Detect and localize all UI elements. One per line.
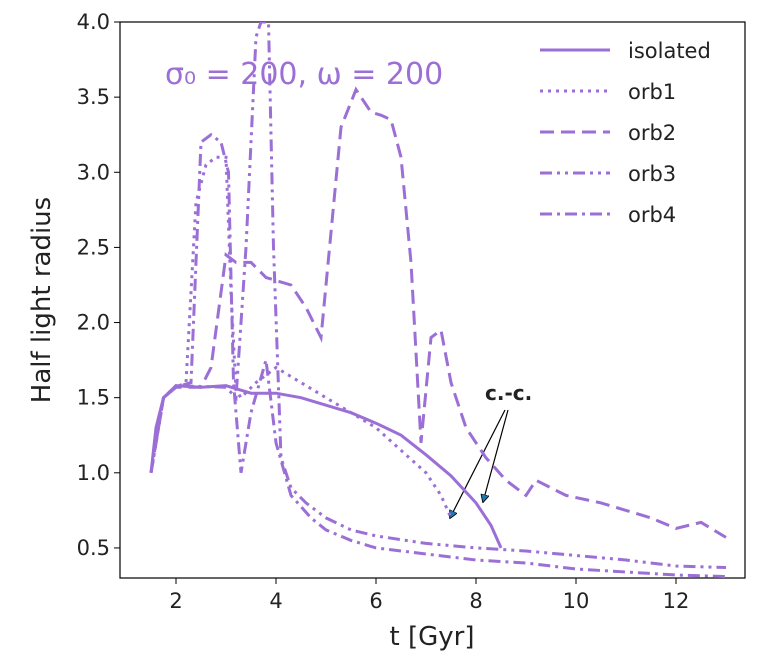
plot-frame bbox=[119, 21, 746, 579]
series-line bbox=[149, 132, 727, 578]
annotation: σ₀ = 200, ω = 200 bbox=[165, 57, 443, 92]
legend-label: orb2 bbox=[628, 121, 676, 145]
y-tick-label: 0.5 bbox=[77, 536, 110, 560]
legend-label: isolated bbox=[628, 39, 711, 63]
series-line bbox=[149, 86, 727, 539]
y-tick-label: 3.0 bbox=[77, 160, 110, 184]
legend-label: orb1 bbox=[628, 80, 676, 104]
x-tick-label: 4 bbox=[269, 589, 282, 613]
y-tick-label: 1.0 bbox=[77, 461, 110, 485]
y-tick-label: 1.5 bbox=[77, 386, 110, 410]
x-tick-label: 12 bbox=[663, 589, 690, 613]
x-tick-label: 10 bbox=[563, 589, 590, 613]
y-tick-label: 2.5 bbox=[77, 235, 110, 259]
annotation: c.-c. bbox=[485, 381, 532, 405]
annotation-arrow bbox=[483, 409, 509, 502]
y-axis-label: Half light radius bbox=[27, 197, 57, 403]
legend-label: orb3 bbox=[628, 162, 676, 186]
x-tick-label: 6 bbox=[369, 589, 382, 613]
y-tick-label: 2.0 bbox=[77, 311, 110, 335]
annotation-arrow bbox=[450, 409, 506, 518]
x-axis-label: t [Gyr] bbox=[390, 622, 475, 652]
x-tick-label: 2 bbox=[169, 589, 182, 613]
y-tick-label: 4.0 bbox=[77, 10, 110, 34]
x-tick-label: 8 bbox=[469, 589, 482, 613]
y-tick-label: 3.5 bbox=[77, 85, 110, 109]
series-line bbox=[149, 384, 503, 549]
legend-label: orb4 bbox=[628, 203, 676, 227]
plot-area bbox=[149, 22, 727, 578]
